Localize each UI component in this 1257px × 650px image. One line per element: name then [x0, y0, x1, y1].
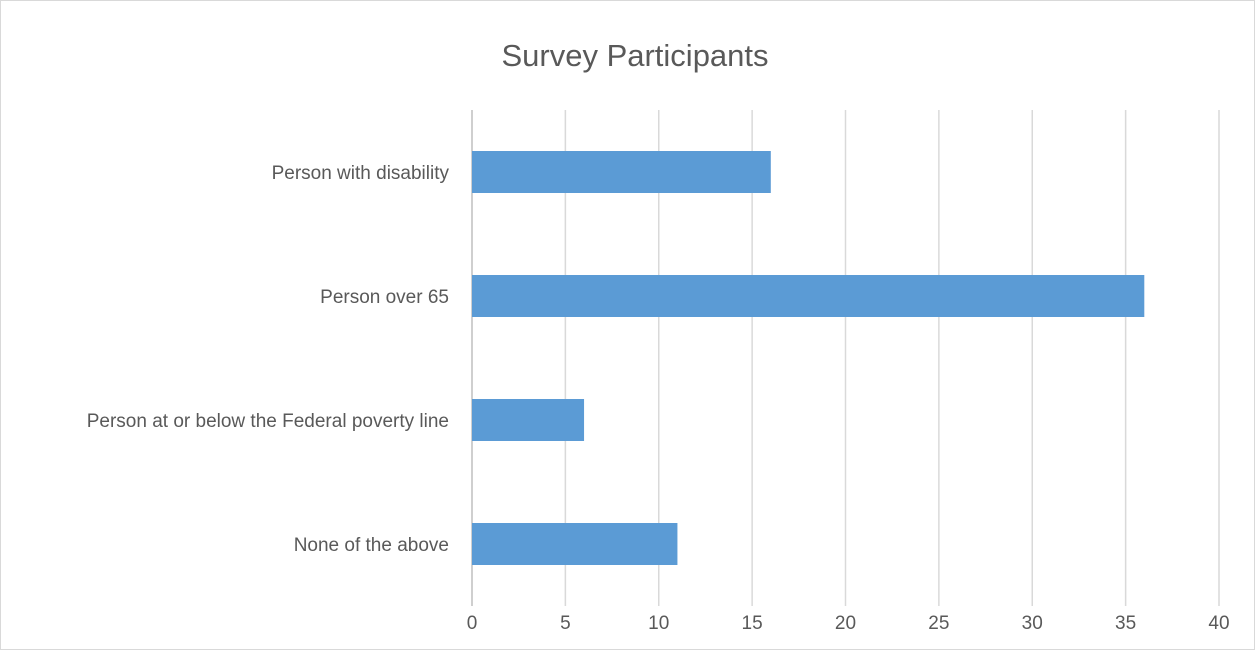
bars	[472, 151, 1145, 565]
x-tick-label-30: 30	[1022, 613, 1043, 634]
category-labels: Person with disability Person over 65 Pers…	[87, 163, 450, 556]
bar-1	[472, 151, 771, 193]
x-tick-label-15: 15	[742, 613, 763, 634]
x-tick-label-40: 40	[1208, 613, 1229, 634]
x-tick-label-20: 20	[835, 613, 856, 634]
category-label-3: Person at or below the Federal poverty l…	[87, 411, 449, 432]
category-label-1: Person with disability	[272, 163, 450, 184]
bar-3	[472, 399, 585, 441]
x-tick-label-25: 25	[928, 613, 949, 634]
bar-4	[472, 523, 678, 565]
x-tick-label-10: 10	[648, 613, 669, 634]
bar-2	[472, 275, 1145, 317]
category-label-2: Person over 65	[320, 287, 449, 308]
x-tick-label-5: 5	[560, 613, 571, 634]
x-tick-label-0: 0	[467, 613, 478, 634]
x-axis-tick-labels: 0 5 10 15 20 25 30 35 40	[467, 613, 1230, 634]
chart-title: Survey Participants	[501, 38, 768, 73]
x-tick-label-35: 35	[1115, 613, 1136, 634]
category-label-4: None of the above	[294, 535, 449, 556]
